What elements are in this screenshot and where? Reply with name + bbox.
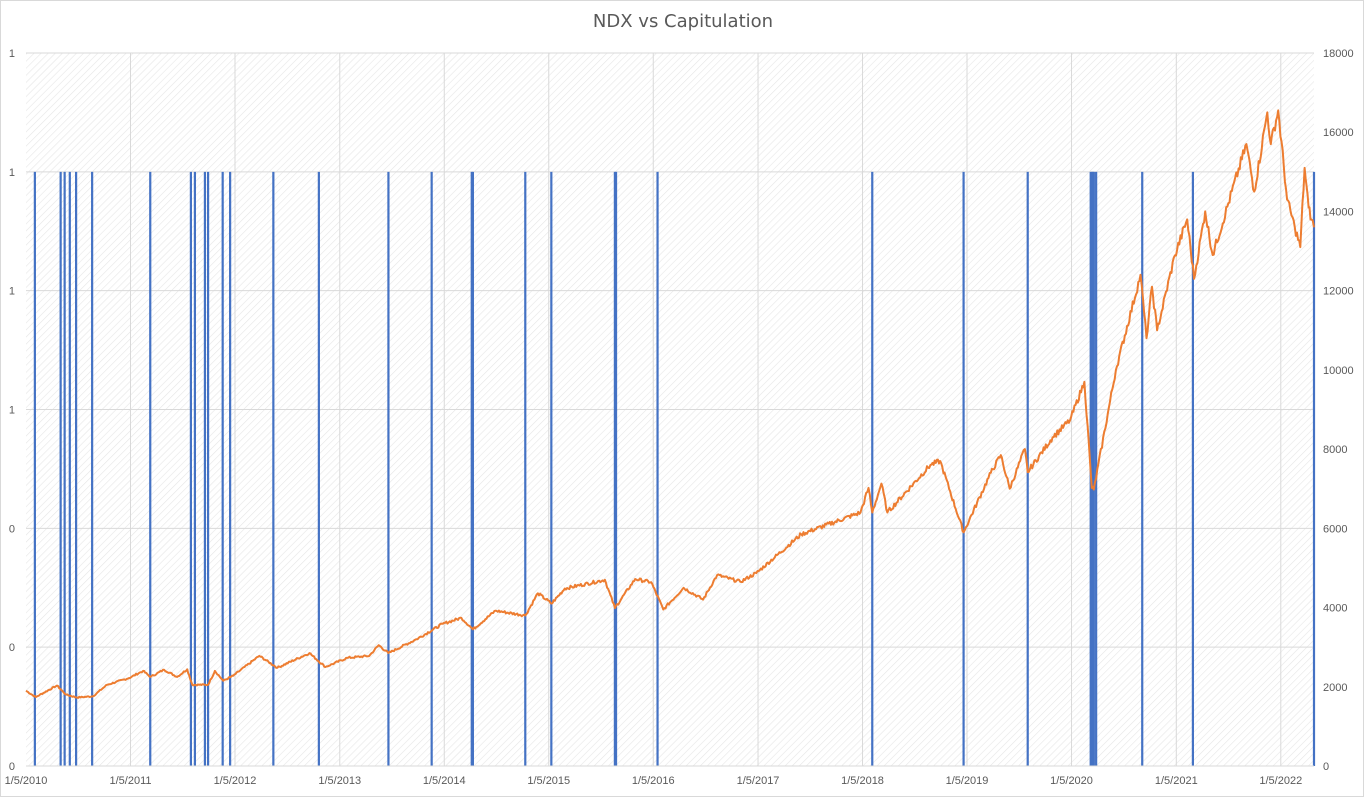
left-y-tick-label: 1 [9,48,15,60]
left-y-tick-label: 0 [9,523,15,535]
right-y-tick-label: 0 [1323,761,1329,773]
right-y-tick-label: 12000 [1323,286,1354,298]
x-tick-label: 1/5/2011 [109,775,151,787]
x-tick-label: 1/5/2018 [841,775,884,787]
right-y-tick-label: 14000 [1323,206,1354,218]
left-y-tick-label: 0 [9,642,15,654]
right-y-tick-label: 4000 [1323,603,1347,615]
x-tick-label: 1/5/2016 [632,775,675,787]
x-tick-label: 1/5/2015 [527,775,570,787]
x-tick-label: 1/5/2021 [1155,775,1198,787]
left-y-tick-label: 1 [9,286,15,298]
x-tick-label: 1/5/2013 [318,775,361,787]
chart-title: NDX vs Capitulation [592,11,774,32]
right-y-tick-label: 6000 [1323,523,1347,535]
right-y-tick-label: 18000 [1323,48,1354,60]
x-tick-label: 1/5/2022 [1259,775,1302,787]
x-tick-label: 1/5/2019 [946,775,989,787]
left-y-tick-label: 1 [9,167,15,179]
x-tick-label: 1/5/2014 [423,775,466,787]
x-tick-label: 1/5/2010 [5,775,48,787]
right-y-tick-label: 2000 [1323,682,1347,694]
x-tick-label: 1/5/2020 [1050,775,1093,787]
right-y-tick-label: 16000 [1323,127,1354,139]
x-tick-label: 1/5/2017 [737,775,780,787]
left-y-tick-label: 1 [9,405,15,417]
ndx-line [25,109,1315,699]
right-y-tick-label: 8000 [1323,444,1347,456]
right-y-tick-label: 10000 [1323,365,1354,377]
left-y-tick-label: 0 [9,761,15,773]
x-tick-label: 1/5/2012 [214,775,257,787]
